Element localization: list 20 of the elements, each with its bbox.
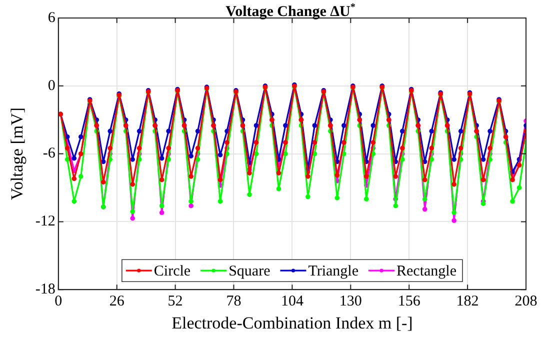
- legend-label: Triangle: [308, 264, 359, 280]
- y-tick-label: 0: [48, 78, 56, 94]
- y-tick-label: -12: [35, 214, 56, 230]
- x-tick-label: 130: [339, 294, 362, 310]
- x-tick-label: 208: [514, 294, 538, 310]
- x-tick-label: 78: [226, 294, 242, 310]
- chart-title: Voltage Change ΔU$^{*}$: [224, 1, 356, 21]
- legend-label: Circle: [154, 264, 191, 280]
- y-tick-label: -6: [42, 146, 56, 162]
- y-tick-label: -18: [35, 282, 56, 298]
- y-tick-label: 6: [48, 10, 56, 26]
- y-axis-title: Voltage [mV]: [8, 107, 27, 200]
- x-tick-label: 26: [109, 294, 125, 310]
- legend-label: Square: [228, 264, 271, 280]
- x-tick-label: 104: [280, 294, 304, 310]
- legend-label: Rectangle: [396, 264, 457, 280]
- x-tick-label: 182: [456, 294, 479, 310]
- x-tick-label: 156: [398, 294, 421, 310]
- x-axis-title: Electrode-Combination Index m [-]: [172, 313, 413, 332]
- x-tick-label: 52: [168, 294, 183, 310]
